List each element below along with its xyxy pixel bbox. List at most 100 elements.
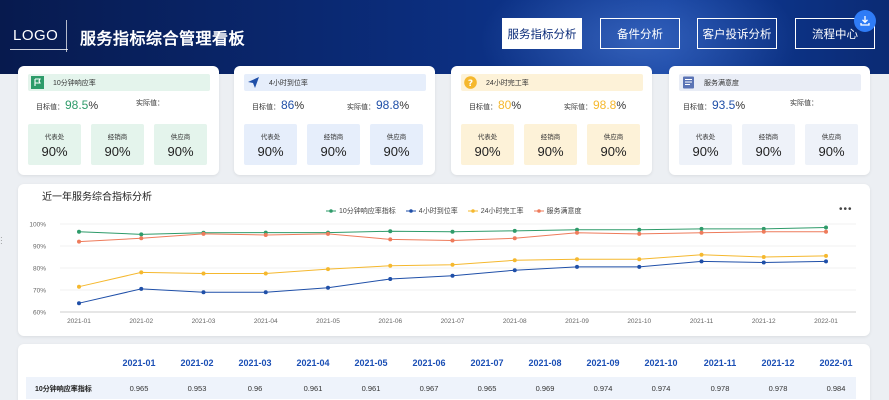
data-point[interactable] — [699, 259, 704, 264]
more-options-icon[interactable]: ••• — [839, 204, 853, 215]
data-point[interactable] — [77, 239, 81, 244]
data-point[interactable] — [637, 264, 642, 269]
data-point[interactable] — [450, 262, 455, 267]
card-title: 24小时完工率 — [486, 79, 529, 87]
nav-complaints[interactable]: 客户投诉分析 — [697, 18, 777, 49]
data-point[interactable] — [139, 270, 144, 275]
data-point[interactable] — [512, 228, 517, 233]
data-point[interactable] — [139, 236, 144, 241]
data-point[interactable] — [450, 273, 455, 278]
data-point[interactable] — [761, 226, 766, 231]
card-header: 服务满意度 — [679, 74, 861, 91]
table-header-cell: 2021-09 — [586, 358, 620, 368]
data-point[interactable] — [699, 226, 704, 231]
table-cell: 0.974 — [593, 384, 613, 393]
y-tick-label: 90% — [33, 244, 46, 251]
legend-item[interactable]: 10分钟响应率指标 — [326, 206, 396, 216]
data-point[interactable] — [761, 229, 766, 234]
y-tick-label: 70% — [33, 288, 46, 295]
sub-metric: 代表处 90% — [28, 124, 81, 165]
data-point[interactable] — [139, 232, 144, 237]
data-point[interactable] — [512, 268, 517, 273]
kpi-card-satisfaction[interactable]: 服务满意度 目标值： 93.5% 实际值： 代表处 90% 经销商 90% 供应商 90… — [669, 66, 870, 175]
data-point[interactable] — [388, 229, 393, 234]
data-point[interactable] — [388, 263, 393, 268]
x-tick-label: 2021-03 — [192, 318, 216, 325]
data-point[interactable] — [575, 264, 579, 269]
question-icon: ? — [464, 76, 477, 89]
data-point[interactable] — [388, 237, 393, 242]
data-point[interactable] — [263, 271, 268, 276]
data-table: 2021-01 2021-02 2021-03 2021-04 2021-05 2021-… — [18, 344, 870, 400]
resize-handle[interactable]: · · · — [0, 233, 3, 248]
row-label: 10分钟响应率指标 — [35, 386, 92, 393]
table-header-cell: 2021-10 — [644, 358, 678, 368]
data-point[interactable] — [699, 230, 704, 235]
data-point[interactable] — [575, 230, 579, 235]
table-header-cell: 2021-04 — [296, 358, 330, 368]
data-point[interactable] — [77, 284, 81, 289]
x-tick-label: 2021-06 — [378, 318, 402, 325]
data-point[interactable] — [512, 258, 517, 263]
nav-service-metrics[interactable]: 服务指标分析 — [502, 18, 582, 49]
table-header-cell: 2021-06 — [412, 358, 446, 368]
table-header-cell: 2021-11 — [703, 358, 737, 368]
data-point[interactable] — [824, 229, 828, 234]
data-point[interactable] — [637, 257, 642, 262]
data-point[interactable] — [263, 290, 268, 295]
data-point[interactable] — [824, 259, 828, 264]
data-point[interactable] — [450, 238, 455, 243]
legend-item[interactable]: 24小时完工率 — [467, 206, 524, 216]
data-point[interactable] — [77, 229, 81, 234]
data-point[interactable] — [388, 277, 393, 281]
data-point[interactable] — [201, 290, 206, 295]
data-point[interactable] — [699, 252, 704, 257]
document-icon — [682, 76, 695, 89]
data-point[interactable] — [575, 257, 579, 262]
data-point[interactable] — [575, 227, 579, 232]
kpi-card-completion-rate[interactable]: ? 24小时完工率 目标值： 80% 实际值： 98.8% 代表处 90% 经销商 90… — [451, 66, 652, 175]
card-title: 服务满意度 — [704, 79, 739, 87]
download-button[interactable] — [854, 10, 876, 32]
data-point[interactable] — [201, 231, 206, 236]
data-point[interactable] — [139, 286, 144, 291]
data-point[interactable] — [326, 267, 330, 272]
data-point[interactable] — [326, 231, 330, 236]
table-row: 10分钟响应率指标 0.965 0.953 0.96 0.961 0.961 0.967 0… — [26, 377, 856, 399]
sub-metric: 经销商 90% — [742, 124, 795, 165]
card-header: ? 24小时完工率 — [461, 74, 643, 91]
nav-process-center[interactable]: 流程中心 — [795, 18, 875, 49]
target-value: 目标值： 86% — [252, 98, 305, 112]
data-point[interactable] — [77, 301, 81, 306]
target-value: 目标值： 93.5% — [683, 98, 746, 112]
actual-value: 实际值： 98.8% — [564, 98, 627, 112]
target-value: 目标值： 98.5% — [36, 98, 99, 112]
data-point[interactable] — [512, 236, 517, 241]
data-point[interactable] — [824, 225, 828, 230]
kpi-card-response-rate[interactable]: 10分钟响应率 目标值： 98.5% 实际值： 代表处 90% 经销商 90% 供应商… — [18, 66, 219, 175]
data-point[interactable] — [201, 271, 206, 276]
x-tick-label: 2021-07 — [441, 318, 465, 325]
data-point[interactable] — [761, 260, 766, 265]
data-point[interactable] — [637, 231, 642, 236]
data-point[interactable] — [761, 255, 766, 259]
paper-plane-icon — [247, 76, 260, 89]
legend-item[interactable]: 4小时到位率 — [405, 206, 458, 216]
data-point[interactable] — [263, 233, 268, 237]
card-title: 4小时到位率 — [269, 79, 308, 87]
legend-item[interactable]: 服务满意度 — [533, 206, 582, 216]
data-point[interactable] — [637, 227, 642, 232]
table-cell: 0.953 — [187, 384, 207, 393]
sub-metric: 代表处 90% — [679, 124, 732, 165]
sub-metric: 经销商 90% — [91, 124, 144, 165]
data-point[interactable] — [824, 253, 828, 258]
kpi-card-arrival-rate[interactable]: 4小时到位率 目标值： 86% 实际值： 98.8% 代表处 90% 经销商 90% 供… — [234, 66, 435, 175]
table-header-cell: 2022-01 — [819, 358, 853, 368]
data-point[interactable] — [326, 285, 330, 290]
data-point[interactable] — [450, 229, 455, 234]
nav-spare-parts[interactable]: 备件分析 — [600, 18, 680, 49]
table-cell: 0.974 — [651, 384, 671, 393]
download-icon — [860, 16, 870, 26]
y-tick-label: 80% — [33, 266, 46, 273]
actual-value: 实际值： 98.8% — [347, 98, 410, 112]
